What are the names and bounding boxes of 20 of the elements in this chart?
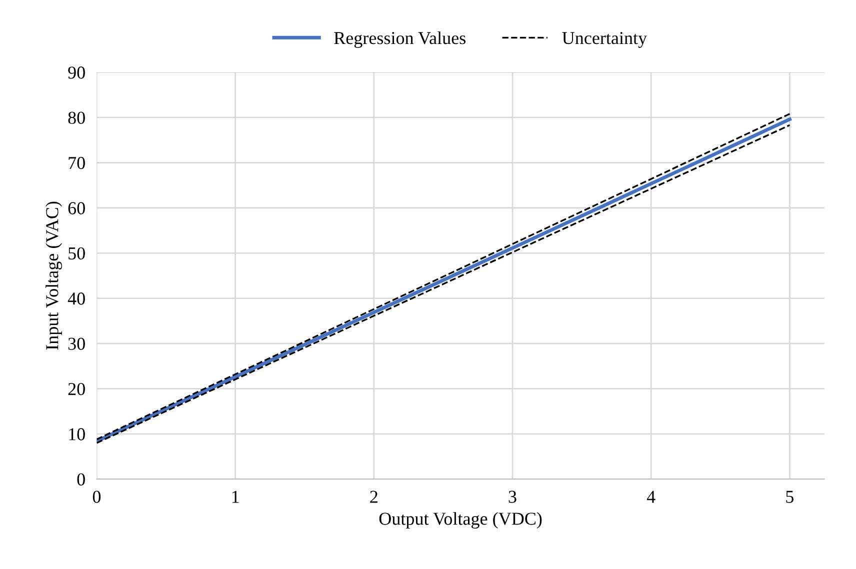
x-tick-label: 3 [508, 490, 516, 503]
y-tick-label: 70 [68, 156, 85, 170]
x-tick-label: 1 [232, 490, 239, 503]
x-tick-label: 5 [786, 490, 794, 503]
y-tick-label: 10 [69, 428, 85, 440]
y-tick-label: 80 [68, 112, 85, 124]
x-tick-label: 2 [370, 490, 378, 503]
y-tick-label: 0 [77, 473, 85, 486]
x-tick-label: 4 [646, 490, 656, 503]
y-tick-label: 50 [68, 247, 85, 260]
x-tick-label: 0 [92, 490, 101, 503]
legend-label: Regression Values [334, 31, 466, 48]
y-tick-label: 20 [68, 382, 85, 396]
x-axis-title: Output Voltage (VDC) [379, 512, 542, 529]
legend-label: Uncertainty [562, 32, 647, 48]
y-tick-label: 60 [68, 202, 85, 214]
y-tick-label: 90 [68, 66, 85, 79]
y-tick-label: 30 [68, 338, 85, 350]
y-tick-label: 40 [68, 292, 85, 305]
y-axis-title: Input Voltage (VAC) [46, 202, 62, 350]
